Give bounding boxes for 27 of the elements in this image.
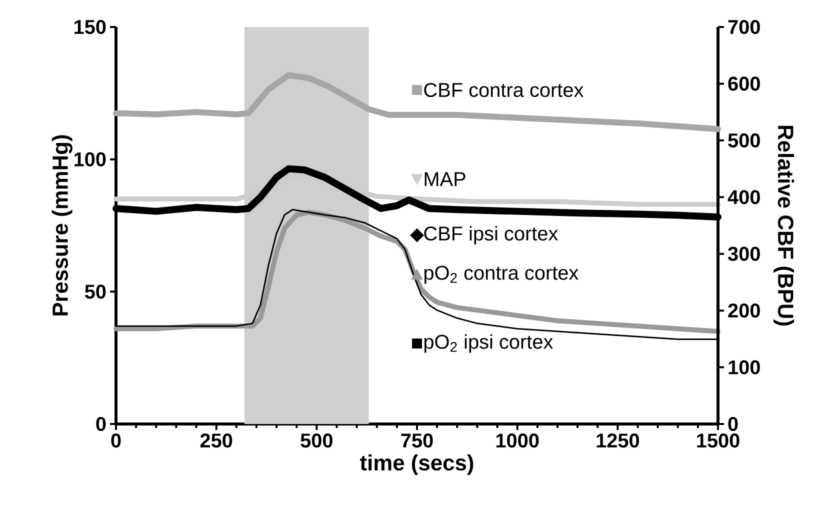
x-tick-label: 0 <box>111 434 121 448</box>
x-tick-label: 1500 <box>697 434 740 448</box>
x-tick-label: 500 <box>300 434 332 448</box>
y-tick-label: 50 <box>84 284 106 299</box>
y2-tick-label: 600 <box>728 76 760 91</box>
y-tick-label: 100 <box>74 152 106 166</box>
legend-label: pO$_{2}$ contra cortex <box>424 266 578 284</box>
x-tick-label: 1000 <box>496 434 539 448</box>
x-tick-label: 1250 <box>596 434 640 448</box>
x-tick-label: 250 <box>200 434 232 448</box>
y-tick-label: 0 <box>96 416 106 432</box>
y2-tick-label: 300 <box>728 246 760 261</box>
legend-label: CBF contra cortex <box>424 82 584 98</box>
y2-tick-label: 700 <box>728 20 760 34</box>
y2-tick-label: 100 <box>728 360 760 374</box>
y2-axis-title: Relative CBF (BPU) <box>774 126 794 326</box>
x-tick-label: 750 <box>401 434 433 448</box>
y2-tick-label: 500 <box>728 133 760 148</box>
y2-tick-label: 400 <box>728 190 760 204</box>
y2-tick-label: 0 <box>728 416 738 432</box>
legend-label: MAP <box>424 172 466 186</box>
y-axis-title: Pressure (mmHg) <box>52 135 72 316</box>
x-axis-title: time (secs) <box>360 454 474 475</box>
legend-label: pO$_{2}$ ipsi cortex <box>424 334 554 353</box>
legend-label: CBF ipsi cortex <box>424 226 558 245</box>
y-tick-label: 150 <box>74 20 106 34</box>
y2-tick-label: 200 <box>728 304 760 318</box>
